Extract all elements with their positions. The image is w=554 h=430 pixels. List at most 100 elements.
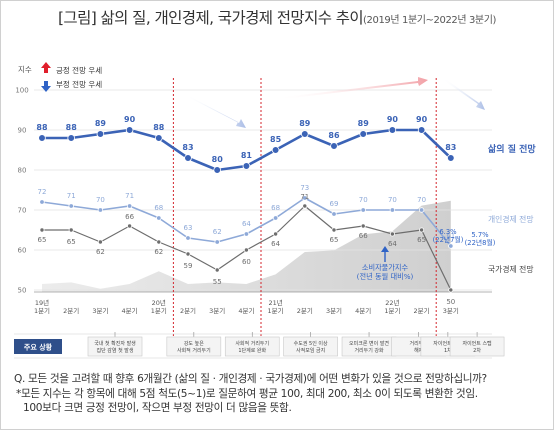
y-axis-title: 지수 [18, 65, 32, 74]
event-box [87, 336, 143, 357]
chart-title: [그림] 삶의 질, 개인경제, 국가경제 전망지수 추이 [57, 9, 364, 27]
trend-down-arrow-2 [443, 78, 485, 110]
data-label: 50 [446, 298, 455, 306]
y-tick-label: 70 [18, 207, 27, 215]
data-label: 72 [38, 188, 47, 196]
data-point [389, 207, 396, 213]
data-point [68, 227, 74, 233]
data-point [97, 207, 104, 213]
x-tick-label: 3분기 [443, 306, 459, 315]
annotation: 5.7% (22년8월) [465, 231, 496, 247]
data-label: 73 [300, 184, 309, 192]
trend-down-arrow-1 [185, 94, 246, 128]
event-text: 수도권 5인 이상 사적모임 금지 [294, 340, 328, 354]
data-label: 86 [328, 131, 340, 140]
data-point [156, 239, 162, 245]
data-point [214, 267, 220, 273]
x-tick-label: 4분기 [122, 306, 138, 315]
data-point [38, 134, 46, 142]
data-point [419, 227, 425, 233]
data-label: 89 [358, 119, 370, 128]
data-label: 88 [153, 123, 165, 132]
data-point [39, 227, 45, 233]
data-point [330, 142, 338, 150]
x-tick-label: 20년 1분기 [151, 298, 167, 315]
data-label: 64 [242, 220, 251, 228]
data-label: 70 [417, 196, 426, 204]
data-point [68, 203, 74, 209]
data-label: 89 [95, 119, 107, 128]
event-text: 자이언트 스텝 2차 [462, 340, 492, 354]
data-point [214, 239, 220, 245]
data-point [417, 126, 426, 134]
data-label: 59 [184, 262, 193, 270]
data-point [184, 154, 192, 162]
series-name-label: 개인경제 전망 [488, 214, 534, 224]
series-name-label: 삶의 질 전망 [488, 143, 536, 155]
chart-title-row: [그림] 삶의 질, 개인경제, 국가경제 전망지수 추이(2019년 1분기~… [0, 6, 554, 28]
data-point [389, 231, 395, 237]
data-point [67, 134, 75, 142]
data-label: 65 [38, 236, 47, 244]
data-point [448, 243, 454, 249]
x-tick-label: 3분기 [326, 306, 342, 315]
data-label: 88 [66, 123, 78, 132]
data-point [360, 207, 366, 213]
data-label: 90 [387, 115, 399, 124]
x-tick-label: 2분기 [63, 306, 79, 315]
data-label: 90 [416, 115, 428, 124]
event-label-box [14, 339, 62, 354]
data-point [360, 223, 366, 229]
x-tick-label: 4분기 [238, 306, 254, 315]
data-label: 63 [184, 224, 193, 232]
data-point [242, 162, 251, 170]
data-point [448, 287, 454, 293]
event-text: 거리두기 해제 [409, 340, 427, 354]
y-tick-label: 100 [15, 87, 28, 95]
data-label: 68 [271, 204, 280, 212]
data-point [97, 239, 103, 245]
data-point [185, 251, 191, 257]
data-label: 62 [154, 248, 163, 256]
chart-subtitle: (2019년 1분기~2022년 3분기) [363, 15, 497, 26]
x-tick-label: 4분기 [355, 306, 371, 315]
x-tick-label: 22년 1분기 [384, 298, 400, 315]
data-label: 70 [388, 196, 397, 204]
data-point [156, 215, 162, 221]
data-point [185, 235, 191, 241]
event-label-text: 주요 상황 [24, 343, 53, 352]
data-point [359, 130, 368, 138]
trend-up-arrow [275, 77, 428, 100]
data-point [126, 203, 133, 209]
cpi-area [42, 200, 451, 292]
data-label: 62 [213, 228, 222, 236]
event-box [166, 336, 222, 357]
data-point [96, 130, 105, 138]
data-point [331, 211, 337, 217]
x-tick-label: 3분기 [209, 306, 225, 315]
data-label: 65 [417, 236, 426, 244]
arrow-up-icon [41, 62, 51, 73]
x-tick-label: 19년 1분기 [34, 298, 50, 315]
data-label: 61 [446, 232, 455, 240]
y-tick-label: 90 [18, 127, 27, 135]
data-label: 88 [36, 123, 48, 132]
data-label: 90 [124, 115, 136, 124]
data-point [243, 231, 250, 237]
data-point [418, 207, 425, 213]
legend-label: 긍정 전망 우세 [56, 65, 102, 75]
data-point [331, 227, 337, 233]
data-point [125, 126, 134, 134]
data-label: 85 [270, 135, 282, 144]
data-point [39, 199, 45, 205]
event-text: 오미크론 변이 발견 거리두기 강화 [349, 340, 389, 354]
data-point [127, 223, 133, 229]
x-tick-label: 2분기 [180, 306, 196, 315]
y-tick-label: 80 [18, 167, 27, 175]
data-point [155, 134, 163, 142]
data-point [213, 166, 222, 174]
arrow-down-icon [41, 81, 51, 92]
data-label: 89 [299, 119, 311, 128]
